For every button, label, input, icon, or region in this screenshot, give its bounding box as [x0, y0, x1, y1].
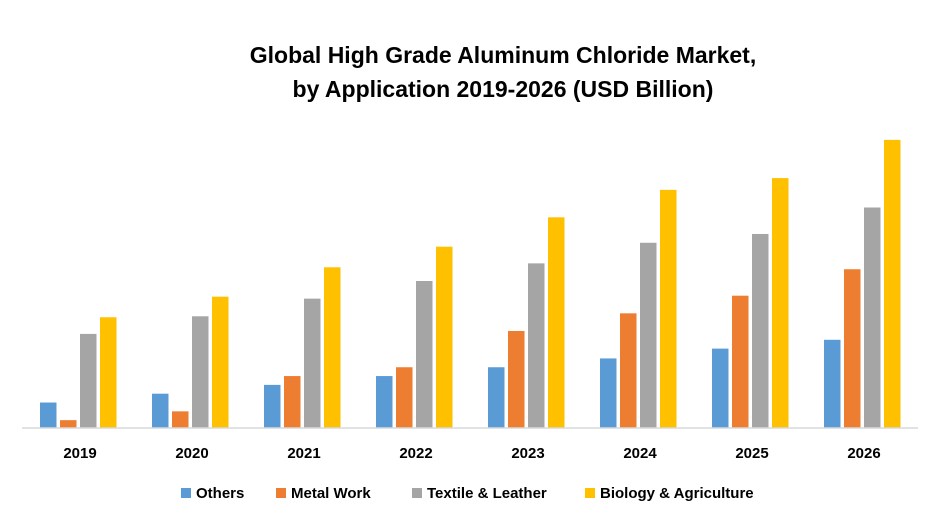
bar-metal-work-2022 — [396, 367, 413, 428]
bar-metal-work-2026 — [844, 269, 861, 428]
legend-item-others: Others — [181, 485, 244, 502]
legend-label: Metal Work — [291, 485, 371, 502]
legend-item-metal-work: Metal Work — [276, 485, 371, 502]
bar-biology-agriculture-2023 — [548, 217, 565, 428]
bar-textile-leather-2019 — [80, 333, 97, 428]
legend-item-biology-agriculture: Biology & Agriculture — [585, 485, 754, 502]
bar-others-2024 — [600, 358, 617, 428]
bar-textile-leather-2020 — [192, 316, 209, 428]
x-tick-label: 2024 — [623, 445, 657, 462]
bar-textile-leather-2026 — [864, 207, 881, 428]
bar-others-2019 — [40, 402, 57, 428]
bar-metal-work-2020 — [172, 411, 189, 428]
bar-biology-agriculture-2022 — [436, 246, 453, 428]
bar-biology-agriculture-2021 — [324, 267, 341, 428]
bar-metal-work-2023 — [508, 330, 525, 428]
bar-others-2023 — [488, 367, 505, 428]
bar-biology-agriculture-2020 — [212, 296, 229, 428]
x-tick-label: 2023 — [511, 445, 544, 462]
bar-metal-work-2019 — [60, 420, 77, 428]
chart-title-line-1: Global High Grade Aluminum Chloride Mark… — [250, 42, 756, 68]
bar-textile-leather-2024 — [640, 242, 657, 428]
bar-others-2025 — [712, 348, 729, 428]
bar-metal-work-2024 — [620, 313, 637, 428]
x-tick-labels: 2019 2020 2021 2022 2023 2024 2025 2026 — [63, 445, 880, 462]
legend-label: Others — [196, 485, 244, 502]
bar-others-2022 — [376, 376, 393, 428]
legend-label: Biology & Agriculture — [600, 485, 754, 502]
chart-title-line-2: by Application 2019-2026 (USD Billion) — [293, 76, 714, 102]
x-tick-label: 2020 — [175, 445, 208, 462]
bar-textile-leather-2021 — [304, 298, 321, 428]
bar-others-2021 — [264, 384, 281, 428]
bars-group — [40, 139, 901, 428]
bar-others-2020 — [152, 393, 169, 428]
x-tick-label: 2021 — [287, 445, 320, 462]
legend-swatch — [585, 488, 595, 498]
x-tick-label: 2026 — [847, 445, 880, 462]
x-tick-label: 2019 — [63, 445, 96, 462]
legend: Others Metal Work Textile & Leather Biology… — [181, 485, 754, 502]
bar-metal-work-2021 — [284, 376, 301, 428]
bar-others-2026 — [824, 339, 841, 428]
bar-biology-agriculture-2019 — [100, 317, 117, 428]
legend-label: Textile & Leather — [427, 485, 547, 502]
bar-textile-leather-2025 — [752, 233, 769, 428]
legend-swatch — [412, 488, 422, 498]
bar-textile-leather-2023 — [528, 263, 545, 428]
bar-biology-agriculture-2026 — [884, 139, 901, 428]
bar-textile-leather-2022 — [416, 281, 433, 428]
legend-swatch — [181, 488, 191, 498]
legend-swatch — [276, 488, 286, 498]
bar-metal-work-2025 — [732, 295, 749, 428]
bar-biology-agriculture-2024 — [660, 189, 677, 428]
legend-item-textile-leather: Textile & Leather — [412, 485, 547, 502]
x-tick-label: 2025 — [735, 445, 768, 462]
x-tick-label: 2022 — [399, 445, 432, 462]
bar-biology-agriculture-2025 — [772, 178, 789, 428]
